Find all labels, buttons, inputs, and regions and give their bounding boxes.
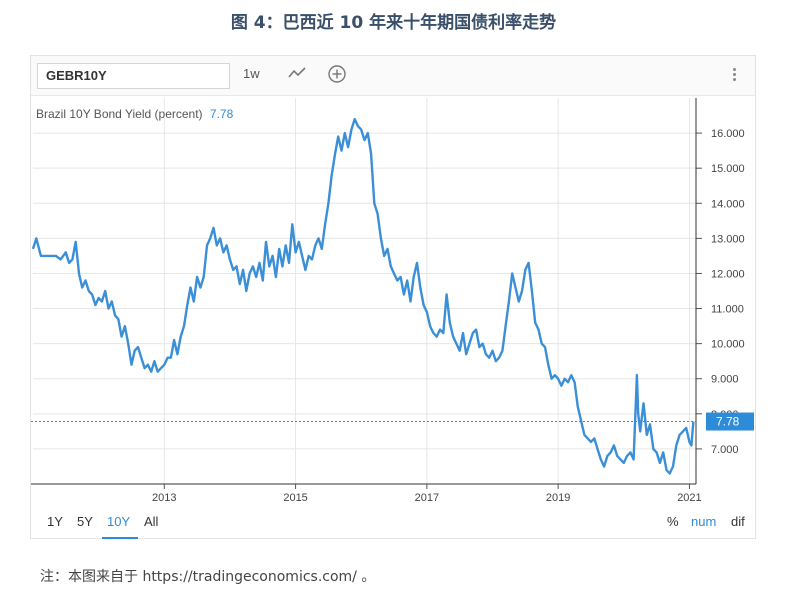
series-line [31, 117, 695, 475]
y-tick-label: 15.000 [711, 163, 745, 175]
line-chart-icon[interactable] [287, 64, 307, 85]
range-1y-button[interactable]: 1Y [47, 514, 63, 529]
symbol-input[interactable]: GEBR10Y [37, 63, 230, 89]
y-tick-label: 12.000 [711, 268, 745, 280]
y-tick-label: 10.000 [711, 339, 745, 351]
mode-num-button[interactable]: num [691, 514, 717, 529]
y-tick-label: 11.000 [711, 304, 744, 316]
mode-dif-button[interactable]: dif [731, 514, 745, 529]
source-note: 注：本图来自于 https://tradingeconomics.com/ 。 [40, 569, 376, 585]
last-value-label: 7.78 [716, 415, 740, 429]
x-tick-label: 2019 [546, 492, 570, 504]
y-tick-label: 13.000 [711, 233, 745, 245]
x-tick-label: 2017 [415, 492, 439, 504]
interval-button[interactable]: 1w [243, 66, 260, 81]
mode-percent-button[interactable]: % [667, 514, 679, 529]
plus-circle-icon[interactable] [327, 64, 347, 87]
x-tick-label: 2015 [283, 492, 307, 504]
figure-title: 图 4：巴西近 10 年来十年期国债利率走势 [230, 13, 557, 33]
y-tick-label: 14.000 [711, 198, 745, 210]
range-10y-button[interactable]: 10Y [107, 514, 131, 529]
series-name: Brazil 10Y Bond Yield (percent) [36, 107, 203, 121]
y-tick-label: 7.000 [711, 444, 739, 456]
y-axis: 7.0008.0009.00010.00011.00012.00013.0001… [695, 98, 745, 484]
y-tick-label: 9.000 [711, 374, 739, 386]
series-label: Brazil 10Y Bond Yield (percent) 7.78 [36, 107, 234, 121]
last-value-marker: 7.78 [31, 412, 754, 431]
y-tick-label: 16.000 [711, 128, 745, 140]
range-all-button[interactable]: All [144, 514, 159, 529]
range-5y-button[interactable]: 5Y [77, 514, 93, 529]
series-last-value: 7.78 [210, 107, 234, 121]
grid-layer [33, 98, 696, 484]
chart-toolbar: GEBR10Y 1w [31, 56, 755, 96]
vertical-dots-icon[interactable] [731, 66, 737, 86]
last-value-box [706, 412, 754, 431]
x-axis: 2013 2015 2017 2019 2021 [31, 483, 702, 504]
active-range-indicator [102, 537, 138, 539]
x-tick-label: 2013 [152, 492, 176, 504]
x-tick-label: 2021 [677, 492, 701, 504]
